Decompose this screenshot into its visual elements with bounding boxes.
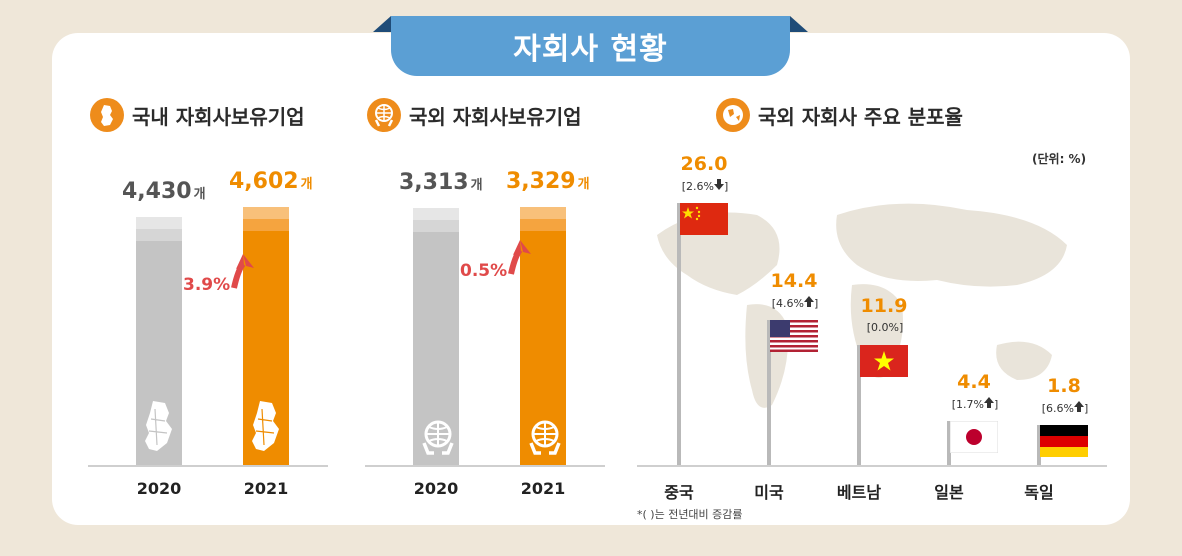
value-number: 4,430 bbox=[122, 179, 192, 204]
change-close: ] bbox=[1083, 402, 1089, 415]
bar-cap-mid bbox=[243, 219, 289, 231]
germany-flag-icon bbox=[1040, 425, 1088, 461]
x-tick-label: 2021 bbox=[520, 479, 566, 498]
growth-rate: 3.9% bbox=[183, 252, 256, 295]
bar-2020 bbox=[413, 208, 459, 465]
change-close: ] bbox=[813, 297, 819, 310]
overseas-bar-chart: 3,313 개 2020 3,329 개 2021 0.5% bbox=[365, 150, 605, 498]
value-label: 26.0 bbox=[680, 153, 728, 175]
unit-note: (단위: %) bbox=[1032, 152, 1087, 166]
chart-baseline bbox=[637, 465, 1107, 467]
value-unit: 개 bbox=[470, 178, 483, 193]
change-value: [1.7% bbox=[951, 398, 984, 411]
up-arrow-icon bbox=[983, 397, 994, 411]
value-label: 11.9 bbox=[860, 295, 908, 317]
x-tick-label: 독일 bbox=[1024, 483, 1054, 502]
section-domestic-title: 국내 자회사보유기업 bbox=[90, 96, 305, 134]
korea-map-icon bbox=[246, 399, 286, 461]
distribution-flag-chart: 26.0 [2.6%] 중국 14.4 [4.6%] 미국 11.9 [0.0%] 베트남 4.4… bbox=[637, 150, 1107, 502]
bar-2020 bbox=[136, 217, 182, 465]
chart-baseline bbox=[365, 465, 605, 467]
section-distribution-label: 국외 자회사 주요 분포율 bbox=[758, 104, 963, 129]
chart-baseline bbox=[88, 465, 328, 467]
section-distribution-title: 국외 자회사 주요 분포율 bbox=[716, 96, 963, 134]
china-flag-icon bbox=[680, 203, 728, 239]
x-tick-label: 일본 bbox=[934, 483, 964, 502]
domestic-bar-chart: 4,430 개 2020 4,602 개 2021 3.9% bbox=[88, 150, 328, 498]
banner-fold-left bbox=[373, 16, 391, 32]
change-label: [2.6%] bbox=[665, 179, 745, 193]
up-arrow-icon bbox=[803, 296, 814, 310]
section-overseas-title: 국외 자회사보유기업 bbox=[367, 96, 582, 134]
section-domestic-label: 국내 자회사보유기업 bbox=[132, 104, 305, 129]
globe-hands-icon bbox=[416, 417, 460, 461]
globe-hands-icon bbox=[367, 98, 401, 132]
growth-rate: 0.5% bbox=[460, 238, 533, 281]
growth-label: 0.5% bbox=[460, 261, 508, 281]
flag-pole bbox=[1037, 425, 1041, 465]
value-unit: 개 bbox=[193, 187, 206, 202]
value-label: 3,313 개 bbox=[399, 170, 483, 195]
korea-map-icon bbox=[139, 399, 179, 461]
vietnam-flag-icon bbox=[860, 345, 908, 381]
up-arrow-icon bbox=[1073, 401, 1084, 415]
bar-cap-light bbox=[413, 208, 459, 220]
bar-2021 bbox=[520, 207, 566, 465]
change-value: [2.6% bbox=[681, 180, 714, 193]
x-tick-label: 2020 bbox=[413, 479, 459, 498]
japan-flag-icon bbox=[949, 420, 999, 457]
flag-pole bbox=[767, 320, 771, 465]
down-arrow-icon bbox=[713, 179, 724, 193]
bar-cap-light bbox=[243, 207, 289, 219]
korea-map-icon bbox=[90, 98, 124, 132]
x-tick-label: 중국 bbox=[664, 483, 694, 502]
flag-pole bbox=[857, 345, 861, 465]
change-close: ] bbox=[993, 398, 999, 411]
up-arrow-icon bbox=[507, 238, 533, 281]
change-value: [4.6% bbox=[771, 297, 804, 310]
bar-cap-mid bbox=[413, 220, 459, 232]
value-label: 3,329 개 bbox=[506, 169, 590, 194]
value-label: 4.4 bbox=[957, 371, 991, 393]
globe-hands-icon bbox=[523, 417, 567, 461]
footnote: *( )는 전년대비 증감률 bbox=[637, 508, 743, 521]
change-label: [1.7%] bbox=[935, 397, 1015, 411]
x-tick-label: 미국 bbox=[754, 483, 784, 502]
section-overseas-label: 국외 자회사보유기업 bbox=[409, 104, 582, 129]
value-label: 4,430 개 bbox=[122, 179, 206, 204]
globe-map-icon bbox=[716, 98, 750, 132]
value-number: 3,313 bbox=[399, 170, 469, 195]
change-label: [6.6%] bbox=[1025, 401, 1105, 415]
change-close: ] bbox=[723, 180, 729, 193]
change-value: [0.0%] bbox=[866, 321, 904, 334]
value-unit: 개 bbox=[577, 177, 590, 192]
value-unit: 개 bbox=[300, 177, 313, 192]
change-value: [6.6% bbox=[1041, 402, 1074, 415]
flag-pole bbox=[947, 421, 951, 465]
value-label: 4,602 개 bbox=[229, 169, 313, 194]
value-number: 3,329 bbox=[506, 169, 576, 194]
bar-cap-light bbox=[136, 217, 182, 229]
bar-cap-mid bbox=[520, 219, 566, 231]
value-label: 1.8 bbox=[1047, 375, 1081, 397]
bar-2021 bbox=[243, 207, 289, 465]
banner-title: 자회사 현황 bbox=[391, 16, 790, 76]
flag-pole bbox=[677, 203, 681, 465]
up-arrow-icon bbox=[230, 252, 256, 295]
growth-label: 3.9% bbox=[183, 275, 231, 295]
usa-flag-icon bbox=[770, 320, 818, 356]
value-label: 14.4 bbox=[770, 270, 818, 292]
bar-cap-mid bbox=[136, 229, 182, 241]
change-label: [4.6%] bbox=[755, 296, 835, 310]
x-tick-label: 베트남 bbox=[836, 483, 882, 502]
x-tick-label: 2021 bbox=[243, 479, 289, 498]
banner-fold-right bbox=[790, 16, 808, 32]
bar-cap-light bbox=[520, 207, 566, 219]
value-number: 4,602 bbox=[229, 169, 299, 194]
change-label: [0.0%] bbox=[845, 321, 925, 334]
x-tick-label: 2020 bbox=[136, 479, 182, 498]
